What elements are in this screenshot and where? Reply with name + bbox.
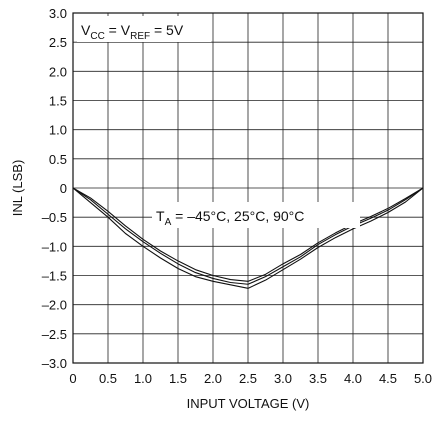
x-tick-label: 4.5 xyxy=(379,371,397,386)
y-tick-label: 2.5 xyxy=(49,35,67,50)
x-tick-label: 3.0 xyxy=(274,371,292,386)
y-axis-label: INL (LSB) xyxy=(10,160,25,217)
y-tick-label: –1.5 xyxy=(42,269,67,284)
x-tick-label: 0.5 xyxy=(99,371,117,386)
x-tick-label: 1.0 xyxy=(134,371,152,386)
y-tick-label: 0 xyxy=(60,181,67,196)
y-tick-label: –3.0 xyxy=(42,356,67,371)
y-tick-label: –2.5 xyxy=(42,327,67,342)
y-tick-label: 1.0 xyxy=(49,123,67,138)
y-tick-label: 1.5 xyxy=(49,94,67,109)
x-tick-label: 4.0 xyxy=(344,371,362,386)
y-tick-label: 2.0 xyxy=(49,64,67,79)
x-tick-label: 1.5 xyxy=(169,371,187,386)
grid xyxy=(73,13,423,363)
y-tick-labels: 3.0 2.5 2.0 1.5 1.0 0.5 0 –0.5 –1.0 –1.5 –2.0 –2.5 –… xyxy=(42,6,67,371)
supply-annotation: VCC = VREF = 5V xyxy=(81,22,184,42)
y-tick-label: 0.5 xyxy=(49,152,67,167)
plot-frame xyxy=(72,12,424,364)
y-tick-label: –2.0 xyxy=(42,298,67,313)
x-tick-label: 3.5 xyxy=(309,371,327,386)
x-tick-label: 2.0 xyxy=(204,371,222,386)
x-axis-label: INPUT VOLTAGE (V) xyxy=(187,396,310,411)
x-tick-label: 0 xyxy=(69,371,76,386)
inl-series-line-2 xyxy=(72,187,424,289)
x-tick-label: 5.0 xyxy=(414,371,432,386)
x-tick-label: 2.5 xyxy=(239,371,257,386)
inl-series-line-1 xyxy=(72,187,424,285)
y-tick-label: 3.0 xyxy=(49,6,67,21)
series-layer xyxy=(72,187,424,289)
inl-series-line-3 xyxy=(72,187,424,282)
temp-annotation: TA = –45°C, 25°C, 90°C xyxy=(156,208,304,228)
x-tick-labels: 0 0.5 1.0 1.5 2.0 2.5 3.0 3.5 4.0 4.5 5.0 xyxy=(69,371,432,386)
y-tick-label: –1.0 xyxy=(42,239,67,254)
supply-annotation-backdrop xyxy=(77,16,211,42)
temp-annotation-backdrop xyxy=(152,202,360,228)
y-tick-label: –0.5 xyxy=(42,210,67,225)
